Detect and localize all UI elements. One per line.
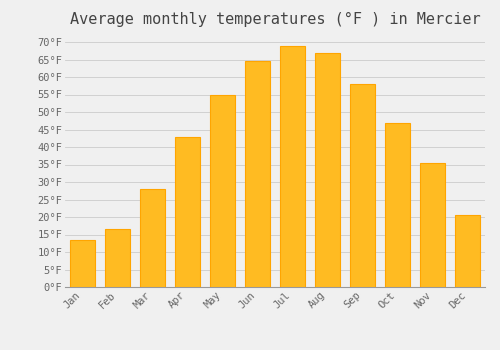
- Bar: [105, 229, 130, 287]
- Bar: [316, 52, 340, 287]
- Bar: [140, 189, 165, 287]
- Bar: [455, 215, 480, 287]
- Bar: [350, 84, 375, 287]
- Bar: [280, 46, 305, 287]
- Bar: [245, 61, 270, 287]
- Bar: [385, 122, 410, 287]
- Bar: [210, 94, 235, 287]
- Bar: [176, 136, 200, 287]
- Bar: [420, 163, 445, 287]
- Bar: [70, 240, 95, 287]
- Title: Average monthly temperatures (°F ) in Mercier: Average monthly temperatures (°F ) in Me…: [70, 12, 480, 27]
